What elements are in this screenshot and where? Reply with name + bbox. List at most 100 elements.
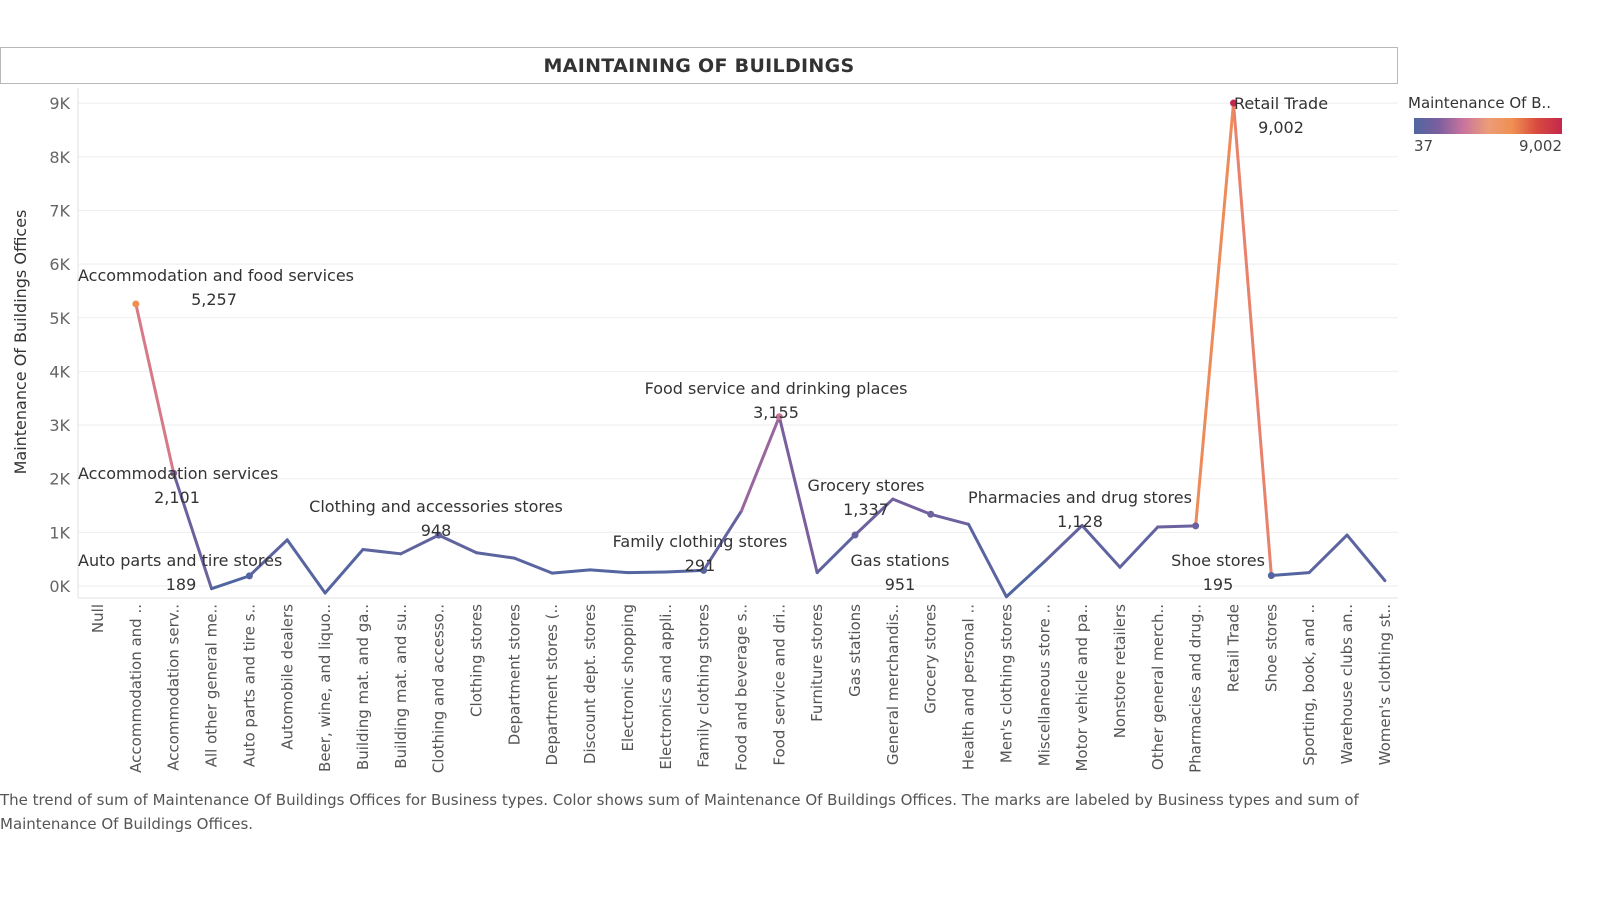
legend-max-label: 9,002 bbox=[1519, 137, 1562, 155]
y-tick-label: 4K bbox=[49, 362, 70, 381]
series-line-segment bbox=[247, 538, 289, 578]
x-tick-label: Gas stations bbox=[846, 604, 864, 697]
data-point bbox=[1267, 572, 1275, 580]
series-line-segment bbox=[664, 568, 706, 574]
y-tick-label: 6K bbox=[49, 255, 70, 274]
data-label-name: Retail Trade bbox=[1234, 94, 1328, 113]
data-point bbox=[851, 531, 859, 539]
y-tick-label: 2K bbox=[49, 470, 70, 489]
series-line-segment bbox=[1080, 523, 1122, 569]
series-line-segment bbox=[134, 302, 176, 475]
series-line-segment bbox=[1232, 101, 1273, 578]
x-tick-label: Sporting, book, and .. bbox=[1300, 604, 1318, 766]
data-label-name: Pharmacies and drug stores bbox=[968, 488, 1192, 507]
series-line-segment bbox=[1269, 571, 1311, 578]
data-label-name: Shoe stores bbox=[1171, 551, 1265, 570]
series-line-segment bbox=[1345, 533, 1387, 583]
series-line-segment bbox=[777, 415, 819, 575]
x-tick-label: Null bbox=[89, 604, 107, 633]
data-label-value: 2,101 bbox=[154, 488, 200, 507]
series-line-segment bbox=[475, 551, 516, 560]
series-line-segment bbox=[815, 533, 857, 575]
y-tick-label: 5K bbox=[49, 309, 70, 328]
x-tick-label: All other general me.. bbox=[203, 604, 221, 767]
data-label-value: 3,155 bbox=[753, 403, 799, 422]
series-line-segment bbox=[929, 512, 971, 526]
series-line-segment bbox=[1307, 533, 1349, 575]
data-label-name: Accommodation services bbox=[78, 464, 278, 483]
data-label-value: 1,128 bbox=[1057, 512, 1103, 531]
data-point bbox=[700, 566, 708, 574]
series-line-segment bbox=[1156, 524, 1198, 529]
data-point bbox=[245, 572, 253, 580]
y-tick-label: 8K bbox=[49, 148, 70, 167]
series-line-segment bbox=[1042, 523, 1084, 564]
data-label-value: 291 bbox=[685, 556, 716, 575]
data-label-name: Food service and drinking places bbox=[645, 379, 908, 398]
x-tick-label: Beer, wine, and liquo.. bbox=[316, 604, 334, 772]
x-tick-label: Warehouse clubs an.. bbox=[1338, 604, 1356, 764]
x-tick-label: Electronic shopping bbox=[619, 604, 637, 751]
x-tick-label: Clothing and accesso.. bbox=[430, 604, 448, 773]
x-tick-label: Building mat. and ga.. bbox=[354, 604, 372, 770]
series-line-segment bbox=[285, 538, 327, 595]
data-label-name: Family clothing stores bbox=[613, 532, 788, 551]
legend-color-ramp bbox=[1414, 118, 1562, 134]
y-tick-label: 3K bbox=[49, 416, 70, 435]
x-tick-label: Family clothing stores bbox=[695, 604, 713, 768]
series-line-segment bbox=[323, 548, 365, 595]
data-point bbox=[435, 531, 443, 539]
x-tick-label: Other general merch.. bbox=[1149, 604, 1167, 770]
data-label-name: Grocery stores bbox=[808, 476, 925, 495]
series-line-segment bbox=[967, 522, 1008, 599]
x-tick-label: Grocery stores bbox=[922, 604, 940, 714]
x-tick-label: Department stores (.. bbox=[543, 604, 561, 765]
x-tick-label: Pharmacies and drug.. bbox=[1187, 604, 1205, 773]
series-line-segment bbox=[1004, 560, 1046, 599]
y-axis-title: Maintenance Of Buildings Offices bbox=[11, 210, 30, 475]
data-label-value: 951 bbox=[885, 575, 916, 594]
x-tick-label: Auto parts and tire s.. bbox=[240, 604, 258, 767]
data-label-value: 948 bbox=[421, 521, 452, 540]
x-tick-label: Furniture stores bbox=[808, 604, 826, 722]
series-line-segment bbox=[891, 497, 933, 516]
x-tick-label: Food service and dri.. bbox=[770, 604, 788, 766]
x-tick-label: Accommodation serv.. bbox=[165, 604, 183, 771]
data-point bbox=[1192, 522, 1200, 530]
x-tick-label: Clothing stores bbox=[468, 604, 486, 717]
x-tick-label: Men's clothing stores bbox=[997, 604, 1015, 763]
series-line-segment bbox=[512, 556, 554, 575]
series-line-segment bbox=[702, 509, 743, 572]
x-tick-label: Health and personal .. bbox=[960, 604, 978, 770]
x-tick-label: Building mat. and su.. bbox=[392, 604, 410, 769]
x-tick-label: Motor vehicle and pa.. bbox=[1073, 604, 1091, 772]
x-tick-label: Nonstore retailers bbox=[1111, 604, 1129, 738]
x-tick-label: Accommodation and .. bbox=[127, 604, 145, 773]
y-tick-label: 0K bbox=[49, 577, 70, 596]
data-label-name: Accommodation and food services bbox=[78, 266, 354, 285]
chart-title-box: MAINTAINING OF BUILDINGS bbox=[0, 47, 1398, 84]
data-label-value: 1,337 bbox=[843, 500, 889, 519]
series-line-segment bbox=[550, 568, 592, 575]
y-tick-label: 1K bbox=[49, 523, 70, 542]
x-tick-label: Department stores bbox=[505, 604, 523, 745]
x-tick-label: Miscellaneous store .. bbox=[1035, 604, 1053, 766]
chart-title: MAINTAINING OF BUILDINGS bbox=[543, 54, 855, 77]
x-tick-label: Automobile dealers bbox=[278, 604, 296, 750]
series-line-segment bbox=[588, 568, 630, 575]
x-tick-label: Food and beverage s.. bbox=[732, 604, 750, 771]
data-point bbox=[132, 300, 140, 308]
x-tick-label: Electronics and appli.. bbox=[657, 604, 675, 770]
series-line-segment bbox=[1194, 101, 1235, 528]
data-label-name: Gas stations bbox=[850, 551, 949, 570]
series-line-segment bbox=[172, 471, 214, 591]
color-legend: Maintenance Of B.. 37 9,002 bbox=[1408, 94, 1600, 157]
series-line-segment bbox=[739, 415, 781, 513]
chart-caption: The trend of sum of Maintenance Of Build… bbox=[0, 791, 1359, 833]
x-tick-label: Discount dept. stores bbox=[581, 604, 599, 764]
data-label-value: 189 bbox=[166, 575, 197, 594]
x-tick-label: Shoe stores bbox=[1262, 604, 1280, 692]
series-line-segment bbox=[437, 533, 478, 555]
y-tick-label: 9K bbox=[49, 94, 70, 113]
